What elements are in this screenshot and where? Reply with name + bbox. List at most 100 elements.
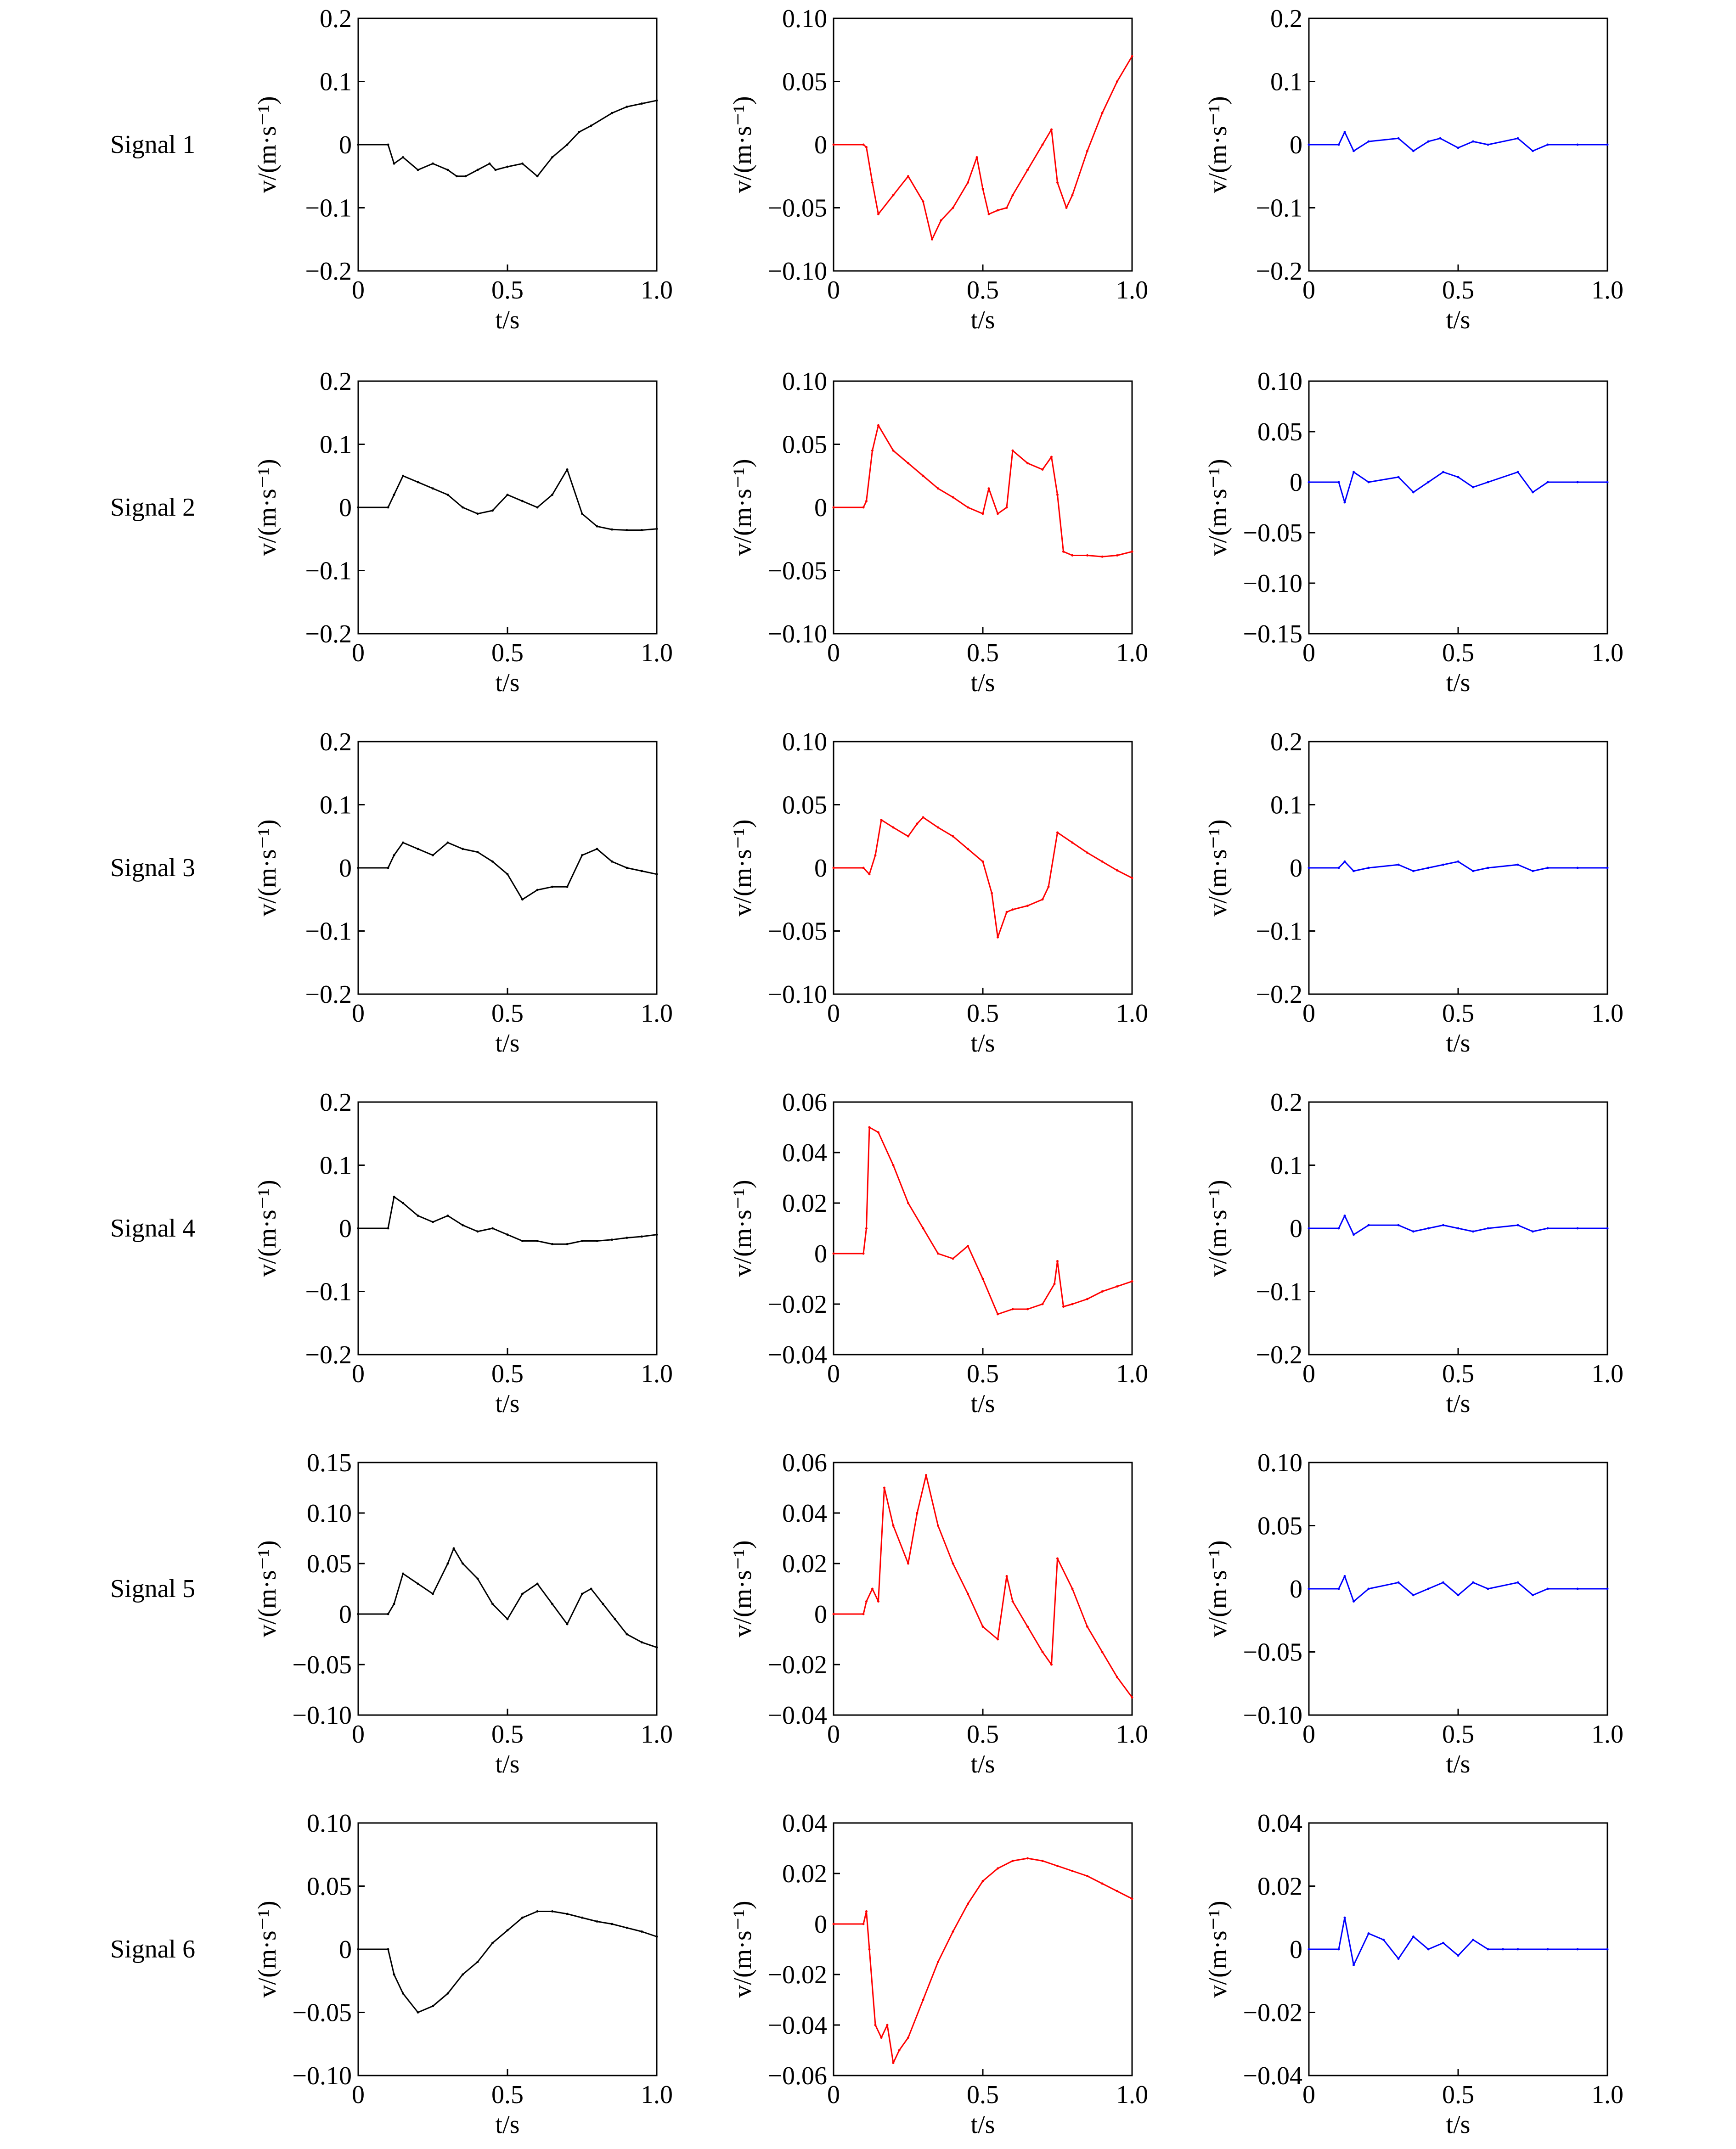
data-point <box>1026 905 1029 907</box>
data-point <box>1412 1230 1415 1233</box>
data-point <box>1516 1581 1519 1584</box>
data-point <box>1502 1948 1504 1951</box>
y-tick-label: −0.10 <box>292 1701 352 1730</box>
data-point <box>991 892 993 894</box>
data-point <box>626 866 628 869</box>
data-point <box>432 162 434 165</box>
data-point <box>536 1240 539 1242</box>
y-tick-label: −0.2 <box>305 980 352 1009</box>
x-axis-label: t/s <box>971 2110 995 2139</box>
y-tick-label: 0.04 <box>782 1499 827 1528</box>
data-point <box>641 529 643 531</box>
data-point <box>1026 169 1029 171</box>
data-point <box>981 187 984 190</box>
data-point <box>1576 1587 1579 1590</box>
data-point <box>1056 1260 1059 1262</box>
data-point <box>1412 1594 1415 1597</box>
y-tick-label: 0.2 <box>1270 1088 1302 1117</box>
data-point <box>506 165 509 168</box>
data-point <box>1343 1916 1346 1919</box>
y-tick-label: 0 <box>339 1600 352 1629</box>
data-point <box>551 1243 553 1245</box>
x-tick-label: 0 <box>352 999 365 1028</box>
y-tick-label: 0.10 <box>1257 1449 1302 1477</box>
x-tick-label: 0.5 <box>967 2081 999 2109</box>
data-point <box>614 1618 616 1620</box>
data-point <box>1101 555 1104 558</box>
data-point <box>1101 112 1104 114</box>
data-point <box>1101 1651 1104 1653</box>
y-tick-label: −0.2 <box>1256 1341 1302 1369</box>
row-label: Signal 3 <box>110 854 195 882</box>
y-tick-label: −0.15 <box>1243 620 1302 648</box>
panel-3-2: 0.100.050−0.05−0.100 0.5 1.0t/sv/(m·s⁻¹) <box>728 728 1148 1058</box>
data-point <box>865 146 868 148</box>
data-point <box>1343 1215 1346 1217</box>
x-tick-label: 1.0 <box>641 1360 673 1388</box>
data-point <box>898 2049 901 2052</box>
x-tick-label: 0.5 <box>491 999 524 1028</box>
plot-frame <box>357 1822 658 2076</box>
y-tick-label: −0.10 <box>1243 1701 1302 1730</box>
x-tick-label: 1.0 <box>641 276 673 304</box>
data-point <box>1442 863 1444 866</box>
data-point <box>937 487 939 490</box>
data-point <box>931 238 933 241</box>
data-point <box>393 1603 395 1605</box>
data-point <box>1532 870 1534 872</box>
x-tick-label: 0 <box>827 1720 840 1749</box>
y-tick-label: 0 <box>339 131 352 159</box>
data-point <box>937 826 939 829</box>
data-point <box>1516 1224 1519 1226</box>
data-point <box>1576 1948 1579 1951</box>
data-point <box>997 512 999 515</box>
data-point <box>1337 1587 1340 1590</box>
y-tick-label: 0.06 <box>782 1449 827 1477</box>
data-point <box>1062 1305 1065 1308</box>
x-axis-label: t/s <box>971 306 995 334</box>
data-point <box>596 1240 598 1242</box>
y-tick-label: 0.05 <box>782 791 827 820</box>
x-axis-label: t/s <box>496 1750 520 1778</box>
data-point <box>952 496 954 499</box>
data-point <box>1131 55 1133 57</box>
data-point <box>536 1910 539 1913</box>
data-point <box>886 2024 889 2026</box>
y-tick-label: −0.1 <box>1256 1278 1302 1306</box>
x-tick-label: 1.0 <box>1591 639 1623 667</box>
y-tick-label: −0.05 <box>1243 1638 1302 1667</box>
y-tick-label: 0 <box>814 131 827 159</box>
data-point <box>1472 486 1474 489</box>
x-tick-label: 0 <box>1302 1360 1315 1388</box>
y-axis-label: v/(m·s⁻¹) <box>728 1901 757 1997</box>
y-tick-label: 0 <box>814 494 827 522</box>
data-point <box>1367 481 1370 484</box>
data-point <box>1131 1696 1133 1699</box>
data-point <box>883 1486 885 1489</box>
data-point <box>832 1613 835 1615</box>
data-point <box>1353 870 1355 872</box>
data-point <box>626 1926 628 1929</box>
y-tick-label: 0.02 <box>782 1189 827 1218</box>
x-axis-label: t/s <box>496 2110 520 2139</box>
data-point <box>880 819 883 821</box>
data-point <box>596 525 598 528</box>
y-tick-label: 0 <box>339 854 352 883</box>
panel-4-2: 0.060.040.020−0.02−0.040 0.5 1.0t/sv/(m·s⁻… <box>728 1088 1148 1418</box>
data-point <box>907 1202 909 1204</box>
data-point <box>1337 866 1340 869</box>
y-tick-label: 0.1 <box>1270 68 1302 96</box>
x-tick-label: 0.5 <box>491 1360 524 1388</box>
series-line <box>1309 861 1607 872</box>
data-point <box>952 835 954 838</box>
y-axis-label: v/(m·s⁻¹) <box>253 819 282 916</box>
data-point <box>1353 1963 1355 1966</box>
data-point <box>907 835 909 838</box>
data-point <box>655 873 658 876</box>
x-tick-label: 0 <box>352 2081 365 2109</box>
data-point <box>862 1613 865 1615</box>
data-point <box>1427 481 1430 484</box>
series-line <box>1309 1575 1607 1602</box>
y-tick-label: 0 <box>339 1935 352 1964</box>
data-point <box>952 1562 954 1565</box>
